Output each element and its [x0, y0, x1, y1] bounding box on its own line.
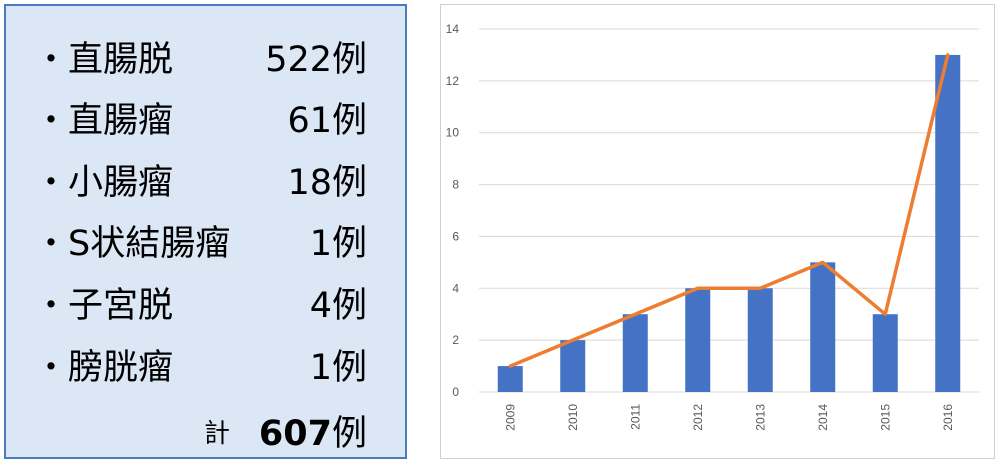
x-tick-label: 2010: [566, 404, 580, 431]
list-item: ・ 直腸脱 522例: [6, 30, 405, 90]
total-value: 607例: [259, 404, 367, 464]
item-name: 膀胱瘤: [68, 348, 174, 388]
bar: [685, 288, 711, 392]
total-number: 607: [258, 414, 332, 454]
x-tick-label: 2011: [628, 404, 642, 430]
bullet-mark: ・: [34, 163, 68, 203]
x-tick-label: 2014: [816, 404, 830, 431]
total-label: 計: [204, 419, 231, 449]
item-name: 子宮脱: [68, 286, 174, 326]
list-item: ・ 膀胱瘤 1例: [6, 338, 405, 398]
bar: [560, 340, 586, 392]
item-name: 小腸瘤: [68, 163, 174, 203]
bar: [497, 366, 523, 392]
y-tick-label: 0: [452, 385, 459, 399]
list-item: ・ 小腸瘤 18例: [6, 153, 405, 213]
total-unit: 例: [331, 414, 367, 454]
bar: [622, 314, 648, 392]
x-tick-label: 2009: [503, 404, 517, 431]
item-name: 直腸瘤: [68, 101, 174, 141]
bars: [497, 54, 961, 393]
item-count: 61例: [287, 101, 367, 141]
y-tick-label: 4: [452, 281, 459, 295]
x-axis-ticks: 2009 2010 2011 2012 2013 2014 2015 2016: [503, 404, 955, 431]
list-item: ・ 子宮脱 4例: [6, 276, 405, 336]
bar: [935, 54, 961, 393]
bar: [747, 288, 773, 392]
y-tick-label: 8: [452, 178, 459, 192]
case-list-panel: ・ 直腸脱 522例 ・ 直腸瘤 61例 ・ 小腸瘤 18例 ・ S状結腸瘤 1…: [4, 4, 407, 459]
item-name: S状結腸瘤: [68, 224, 231, 264]
x-tick-label: 2012: [691, 404, 705, 431]
trend-line: [508, 53, 950, 368]
total-row: 計 607例: [6, 404, 405, 464]
y-tick-label: 12: [446, 74, 460, 88]
bar: [810, 262, 836, 392]
list-item: ・ S状結腸瘤 1例: [6, 214, 405, 274]
y-tick-label: 14: [446, 22, 460, 36]
item-name: 直腸脱: [68, 40, 174, 80]
bar-line-chart: 0 2 4 6 8 10 12 14 2009 2010 2011 2012 2013 2014 2015…: [446, 22, 979, 431]
x-tick-label: 2013: [753, 404, 767, 431]
x-tick-label: 2015: [878, 404, 892, 431]
trend-line-layer: [508, 53, 950, 368]
list-item: ・ 直腸瘤 61例: [6, 91, 405, 151]
x-tick-label: 2016: [941, 404, 955, 431]
item-count: 1例: [309, 348, 367, 388]
yearly-chart-panel: 0 2 4 6 8 10 12 14 2009 2010 2011 2012 2013 2014 2015…: [440, 4, 995, 459]
gridlines: [479, 28, 979, 393]
item-count: 522例: [265, 40, 367, 80]
y-tick-label: 2: [452, 333, 459, 347]
bullet-mark: ・: [34, 224, 68, 264]
item-count: 1例: [309, 224, 367, 264]
y-tick-label: 6: [452, 229, 459, 243]
bullet-mark: ・: [34, 40, 68, 80]
item-count: 4例: [309, 286, 367, 326]
bullet-mark: ・: [34, 101, 68, 141]
y-tick-label: 10: [446, 126, 460, 140]
bullet-mark: ・: [34, 348, 68, 388]
bullet-mark: ・: [34, 286, 68, 326]
y-axis-ticks: 0 2 4 6 8 10 12 14: [446, 22, 460, 399]
bar: [872, 314, 898, 392]
item-count: 18例: [287, 163, 367, 203]
